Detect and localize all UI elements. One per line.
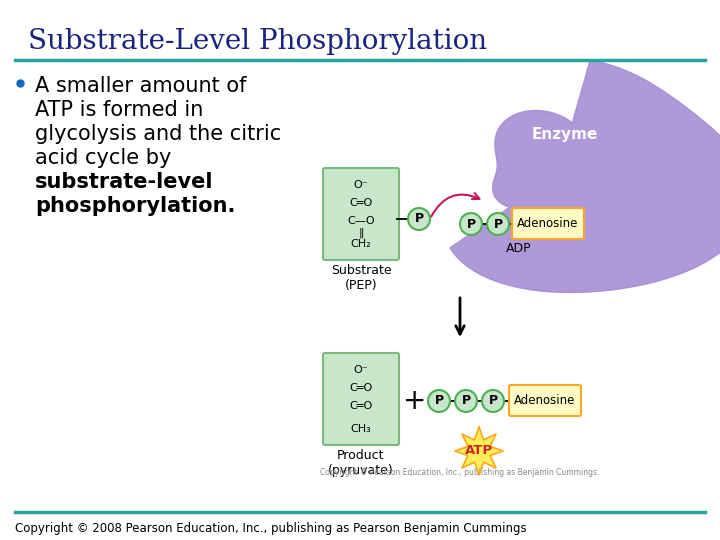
Text: CH₃: CH₃ (351, 424, 372, 434)
Text: CH₂: CH₂ (351, 239, 372, 249)
Text: C═O: C═O (349, 383, 373, 393)
Text: Adenosine: Adenosine (517, 217, 579, 230)
Circle shape (408, 208, 430, 230)
Circle shape (428, 390, 450, 412)
Text: Copyright © 2008 Pearson Education, Inc., publishing as Pearson Benjamin Cumming: Copyright © 2008 Pearson Education, Inc.… (15, 522, 526, 535)
FancyBboxPatch shape (512, 208, 584, 239)
Text: acid cycle by: acid cycle by (35, 148, 171, 168)
Text: substrate-level: substrate-level (35, 172, 214, 192)
FancyBboxPatch shape (509, 385, 581, 416)
Text: ATP: ATP (465, 444, 493, 457)
Circle shape (460, 213, 482, 235)
Text: P: P (488, 395, 498, 408)
Polygon shape (450, 60, 720, 292)
Circle shape (455, 390, 477, 412)
FancyArrowPatch shape (431, 193, 480, 217)
Circle shape (487, 213, 509, 235)
Text: P: P (467, 218, 476, 231)
Text: Substrate
(PEP): Substrate (PEP) (330, 264, 391, 292)
FancyBboxPatch shape (323, 353, 399, 445)
Text: C═O: C═O (349, 198, 373, 208)
Text: P: P (462, 395, 471, 408)
Text: P: P (493, 218, 503, 231)
FancyBboxPatch shape (323, 168, 399, 260)
Text: ATP is formed in: ATP is formed in (35, 100, 203, 120)
Text: Enzyme: Enzyme (532, 127, 598, 143)
Text: Adenosine: Adenosine (514, 394, 576, 407)
Text: Product
(pyruvate): Product (pyruvate) (328, 449, 394, 477)
Text: glycolysis and the citric: glycolysis and the citric (35, 124, 282, 144)
Text: Copyright © Pearson Education, Inc., publishing as Benjamin Cummings.: Copyright © Pearson Education, Inc., pub… (320, 468, 600, 477)
Text: C═O: C═O (349, 401, 373, 411)
Text: ‖: ‖ (359, 228, 364, 238)
Circle shape (482, 390, 504, 412)
Text: phosphorylation.: phosphorylation. (35, 196, 235, 216)
Text: O⁻: O⁻ (354, 180, 369, 190)
Text: O⁻: O⁻ (354, 365, 369, 375)
Text: C—O: C—O (347, 216, 375, 226)
Text: +: + (403, 387, 427, 415)
Polygon shape (450, 60, 720, 292)
Polygon shape (455, 427, 503, 475)
Text: P: P (415, 213, 423, 226)
Text: A smaller amount of: A smaller amount of (35, 76, 246, 96)
Text: P: P (434, 395, 444, 408)
Text: Substrate-Level Phosphorylation: Substrate-Level Phosphorylation (28, 28, 487, 55)
Text: ADP: ADP (505, 242, 531, 255)
